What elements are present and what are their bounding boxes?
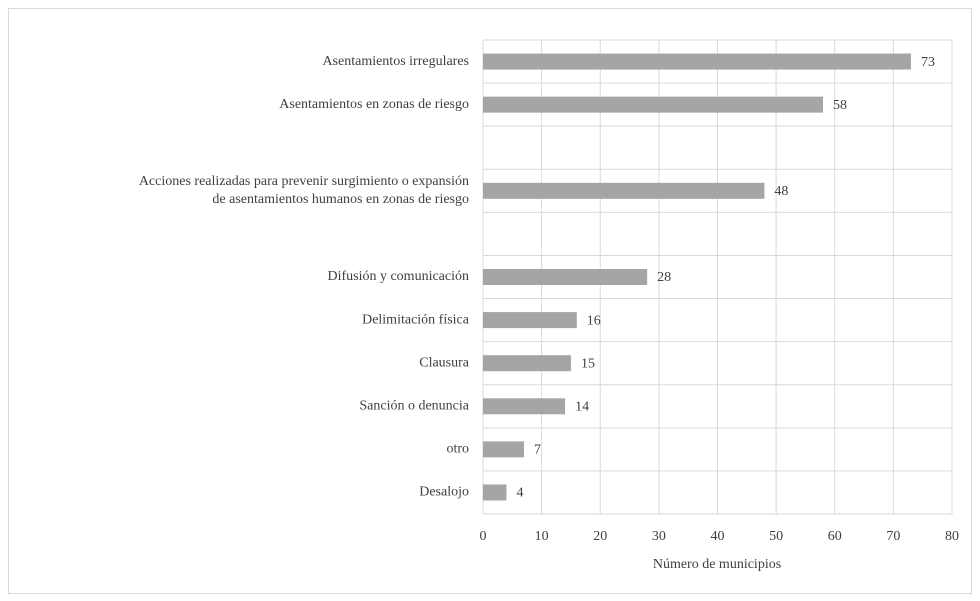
y-tick-label: Delimitación física xyxy=(362,312,470,327)
x-tick-label: 70 xyxy=(886,529,900,544)
y-tick-label: Acciones realizadas para prevenir surgim… xyxy=(139,174,469,189)
value-label: 58 xyxy=(833,98,847,113)
value-label: 28 xyxy=(657,270,671,285)
value-label: 4 xyxy=(516,486,523,501)
bar xyxy=(483,398,566,415)
x-tick-label: 10 xyxy=(535,529,549,544)
y-tick-label: Asentamientos en zonas de riesgo xyxy=(279,97,469,112)
x-tick-label: 40 xyxy=(711,529,725,544)
x-tick-label: 30 xyxy=(652,529,666,544)
bar xyxy=(483,355,571,372)
y-tick-label: otro xyxy=(446,442,469,457)
y-tick-label: Clausura xyxy=(419,355,470,370)
x-tick-label: 0 xyxy=(480,529,487,544)
y-tick-label: Difusión y comunicación xyxy=(327,269,469,284)
y-tick-label: Desalojo xyxy=(419,485,469,500)
x-tick-label: 60 xyxy=(828,529,842,544)
bar xyxy=(483,484,507,501)
bar xyxy=(483,96,824,113)
value-label: 15 xyxy=(581,356,595,371)
x-axis-label: Número de municipios xyxy=(653,557,781,572)
value-label: 16 xyxy=(587,313,601,328)
y-tick-label: Asentamientos irregulares xyxy=(322,54,469,69)
bar xyxy=(483,53,911,70)
y-tick-label: Sanción o denuncia xyxy=(359,398,469,413)
value-label: 7 xyxy=(534,443,541,458)
value-label: 48 xyxy=(774,184,788,199)
x-tick-label: 20 xyxy=(593,529,607,544)
y-tick-label: de asentamientos humanos en zonas de rie… xyxy=(212,192,469,207)
bar xyxy=(483,182,765,199)
value-label: 73 xyxy=(921,55,935,70)
bar xyxy=(483,312,577,329)
bar xyxy=(483,269,648,285)
bar xyxy=(483,441,525,458)
value-label: 14 xyxy=(575,399,589,414)
x-tick-label: 80 xyxy=(945,529,959,544)
x-tick-label: 50 xyxy=(769,529,783,544)
chart-border xyxy=(8,8,972,594)
